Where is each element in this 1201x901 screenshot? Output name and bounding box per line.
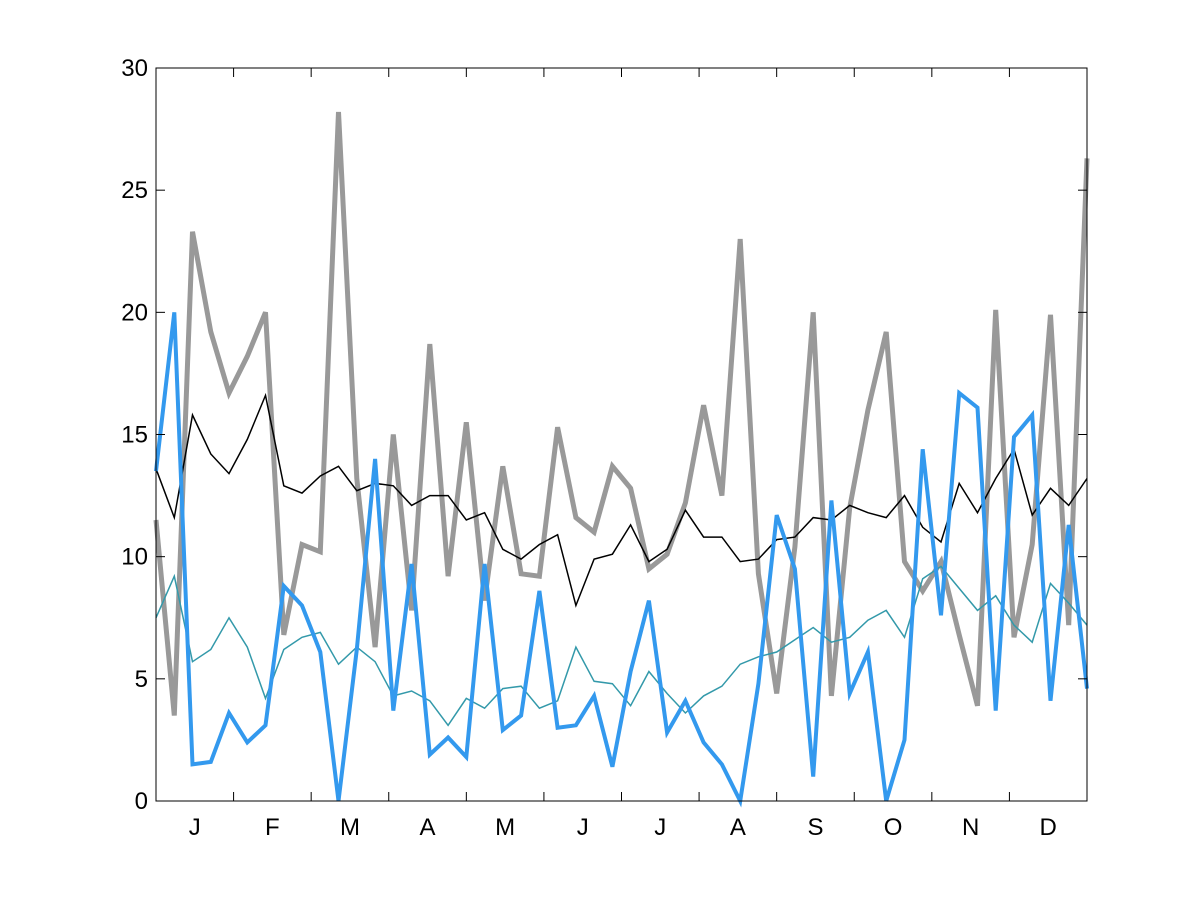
y-tick-label: 5 bbox=[135, 666, 148, 693]
axes-layer: 0 5 10 15 20 25 30 J F M A M J J A S O N D bbox=[121, 55, 1088, 841]
x-tick-label: O bbox=[884, 814, 903, 841]
y-tick-label: 25 bbox=[121, 177, 148, 204]
y-tick-label: 20 bbox=[121, 299, 148, 326]
x-tick-label: S bbox=[807, 814, 823, 841]
x-tick-label: J bbox=[189, 814, 201, 841]
x-tick-label: D bbox=[1040, 814, 1057, 841]
x-tick-label: M bbox=[340, 814, 360, 841]
x-tick-label: A bbox=[730, 814, 746, 841]
x-tick-label: F bbox=[265, 814, 280, 841]
series-line-1 bbox=[153, 111, 1090, 716]
y-tick-label: 15 bbox=[121, 422, 148, 449]
x-tick-label: J bbox=[577, 814, 589, 841]
x-tick-label: J bbox=[654, 814, 666, 841]
series-line-4 bbox=[154, 312, 1089, 808]
y-tick-label: 0 bbox=[135, 788, 148, 815]
series-layer bbox=[153, 111, 1090, 808]
x-tick-label: A bbox=[420, 814, 436, 841]
x-tick-label: M bbox=[495, 814, 515, 841]
series-line-3 bbox=[155, 565, 1088, 727]
x-tick-label: N bbox=[962, 814, 979, 841]
y-tick-label: 10 bbox=[121, 544, 148, 571]
y-tick-label: 30 bbox=[121, 55, 148, 82]
